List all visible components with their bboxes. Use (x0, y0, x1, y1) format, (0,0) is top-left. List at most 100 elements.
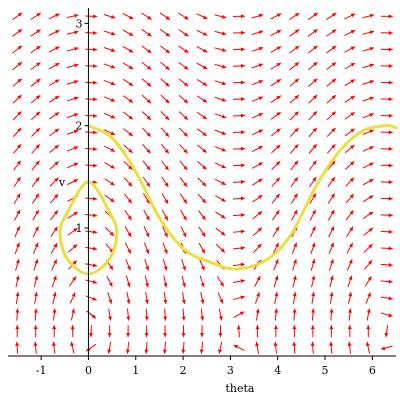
field-arrow (52, 292, 57, 304)
field-arrow (362, 145, 374, 152)
field-arrow (232, 97, 245, 102)
field-arrow (384, 325, 389, 338)
field-arrow (290, 193, 299, 204)
field-arrow (51, 275, 57, 288)
field-arrow (161, 209, 169, 221)
field-arrow (142, 160, 151, 171)
field-arrow (51, 259, 58, 271)
y-tick-label: 2 (75, 120, 82, 133)
field-arrow (198, 242, 206, 254)
field-arrow (123, 144, 133, 154)
field-arrow (214, 146, 227, 152)
field-arrow (309, 226, 316, 238)
field-arrow (179, 160, 188, 171)
field-arrow (49, 177, 59, 187)
field-arrow (362, 195, 374, 203)
field-arrow (31, 176, 40, 188)
field-arrow (344, 128, 355, 137)
field-arrow (232, 14, 245, 19)
field-arrow (33, 308, 38, 321)
field-arrow (270, 62, 282, 70)
field-arrow (125, 259, 131, 271)
field-arrow (251, 129, 264, 136)
field-arrow (214, 14, 227, 19)
wave-trajectory (86, 124, 398, 271)
field-arrow (327, 176, 336, 188)
field-arrow (162, 226, 168, 238)
field-arrow (122, 62, 134, 70)
field-arrow (123, 160, 133, 171)
field-arrow (215, 227, 226, 236)
field-arrow (178, 78, 189, 87)
field-arrow (162, 258, 168, 271)
field-arrow (103, 79, 116, 86)
x-tick-label: 2 (180, 364, 187, 377)
field-arrow (15, 325, 20, 338)
field-arrow (272, 242, 280, 254)
field-arrow (289, 94, 300, 104)
field-arrow (344, 29, 356, 37)
field-arrow (48, 79, 60, 87)
field-arrow (70, 341, 75, 354)
field-arrow (380, 30, 393, 35)
field-arrow (85, 113, 98, 118)
field-arrow (199, 275, 205, 288)
field-arrow (270, 111, 281, 120)
field-arrow (12, 127, 22, 138)
field-arrow (141, 61, 152, 71)
field-arrow (141, 94, 152, 104)
field-arrow (272, 226, 280, 238)
field-arrow (70, 325, 75, 338)
trajectories (58, 124, 398, 276)
field-arrow (344, 144, 355, 154)
field-arrow (178, 127, 189, 137)
field-arrow (197, 210, 207, 221)
field-arrow (326, 111, 337, 121)
field-arrow (125, 275, 131, 288)
field-arrow (124, 226, 132, 238)
field-arrow (141, 12, 152, 21)
field-arrow (326, 144, 336, 154)
field-arrow (307, 28, 318, 37)
field-arrow (218, 341, 223, 354)
field-arrow (289, 127, 299, 137)
field-arrow (85, 97, 98, 102)
x-tick-label: -1 (36, 364, 47, 377)
field-arrow (85, 279, 98, 284)
field-arrow (197, 177, 207, 187)
field-arrow (32, 226, 39, 238)
field-arrow (12, 111, 22, 121)
field-arrow (289, 12, 300, 21)
field-arrow (85, 295, 97, 301)
field-arrow (345, 177, 355, 187)
field-arrow (142, 127, 152, 137)
field-arrow (362, 63, 375, 69)
field-arrow (12, 61, 23, 71)
field-arrow (178, 61, 189, 71)
tick-marks: -1 0 1 2 3 4 5 6 1 2 3 (36, 17, 376, 377)
field-arrow (254, 292, 260, 304)
field-arrow (33, 325, 38, 338)
field-arrow (273, 275, 279, 288)
field-arrow (326, 45, 337, 54)
field-arrow (162, 341, 167, 354)
field-arrow (328, 226, 335, 238)
field-arrow (233, 311, 245, 318)
field-arrow (178, 111, 189, 121)
field-arrow (122, 78, 134, 87)
field-arrow (67, 178, 79, 186)
field-arrow (252, 211, 263, 220)
field-arrow (270, 13, 282, 20)
field-arrow (274, 292, 279, 304)
field-arrow (232, 80, 245, 85)
field-arrow (326, 127, 336, 137)
x-axis-label: theta (226, 382, 255, 395)
field-arrow (12, 45, 23, 54)
field-arrow (15, 341, 20, 354)
field-arrow (345, 160, 355, 170)
field-arrow (215, 243, 226, 253)
field-arrow (232, 196, 245, 201)
field-arrow (104, 227, 115, 237)
field-arrow (86, 343, 97, 352)
field-arrow (198, 226, 206, 237)
